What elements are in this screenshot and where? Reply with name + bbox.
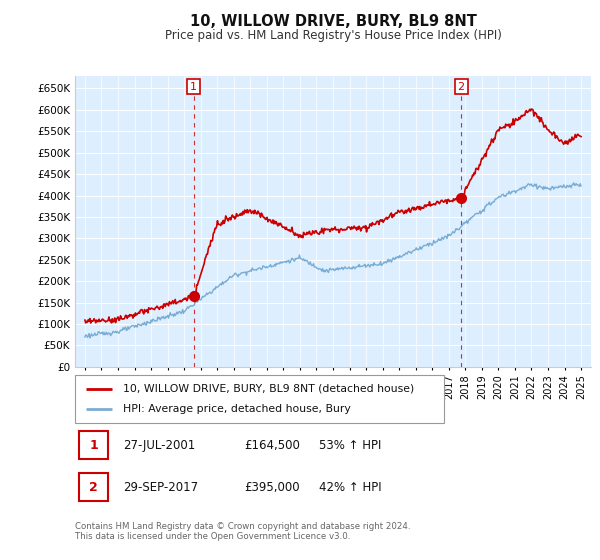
Text: HPI: Average price, detached house, Bury: HPI: Average price, detached house, Bury	[123, 404, 351, 414]
FancyBboxPatch shape	[79, 431, 108, 459]
Text: 10, WILLOW DRIVE, BURY, BL9 8NT (detached house): 10, WILLOW DRIVE, BURY, BL9 8NT (detache…	[123, 384, 414, 394]
Text: 29-SEP-2017: 29-SEP-2017	[123, 480, 198, 494]
Text: £395,000: £395,000	[245, 480, 301, 494]
Text: 53% ↑ HPI: 53% ↑ HPI	[319, 438, 381, 452]
Text: 10, WILLOW DRIVE, BURY, BL9 8NT: 10, WILLOW DRIVE, BURY, BL9 8NT	[190, 14, 476, 29]
Text: 1: 1	[190, 82, 197, 92]
Text: 2: 2	[458, 82, 465, 92]
FancyBboxPatch shape	[75, 375, 444, 423]
Text: 2: 2	[89, 480, 98, 494]
Text: £164,500: £164,500	[245, 438, 301, 452]
Text: Contains HM Land Registry data © Crown copyright and database right 2024.
This d: Contains HM Land Registry data © Crown c…	[75, 522, 410, 542]
Text: 42% ↑ HPI: 42% ↑ HPI	[319, 480, 381, 494]
Text: Price paid vs. HM Land Registry's House Price Index (HPI): Price paid vs. HM Land Registry's House …	[164, 29, 502, 42]
Text: 27-JUL-2001: 27-JUL-2001	[123, 438, 195, 452]
FancyBboxPatch shape	[79, 473, 108, 501]
Text: 1: 1	[89, 438, 98, 452]
